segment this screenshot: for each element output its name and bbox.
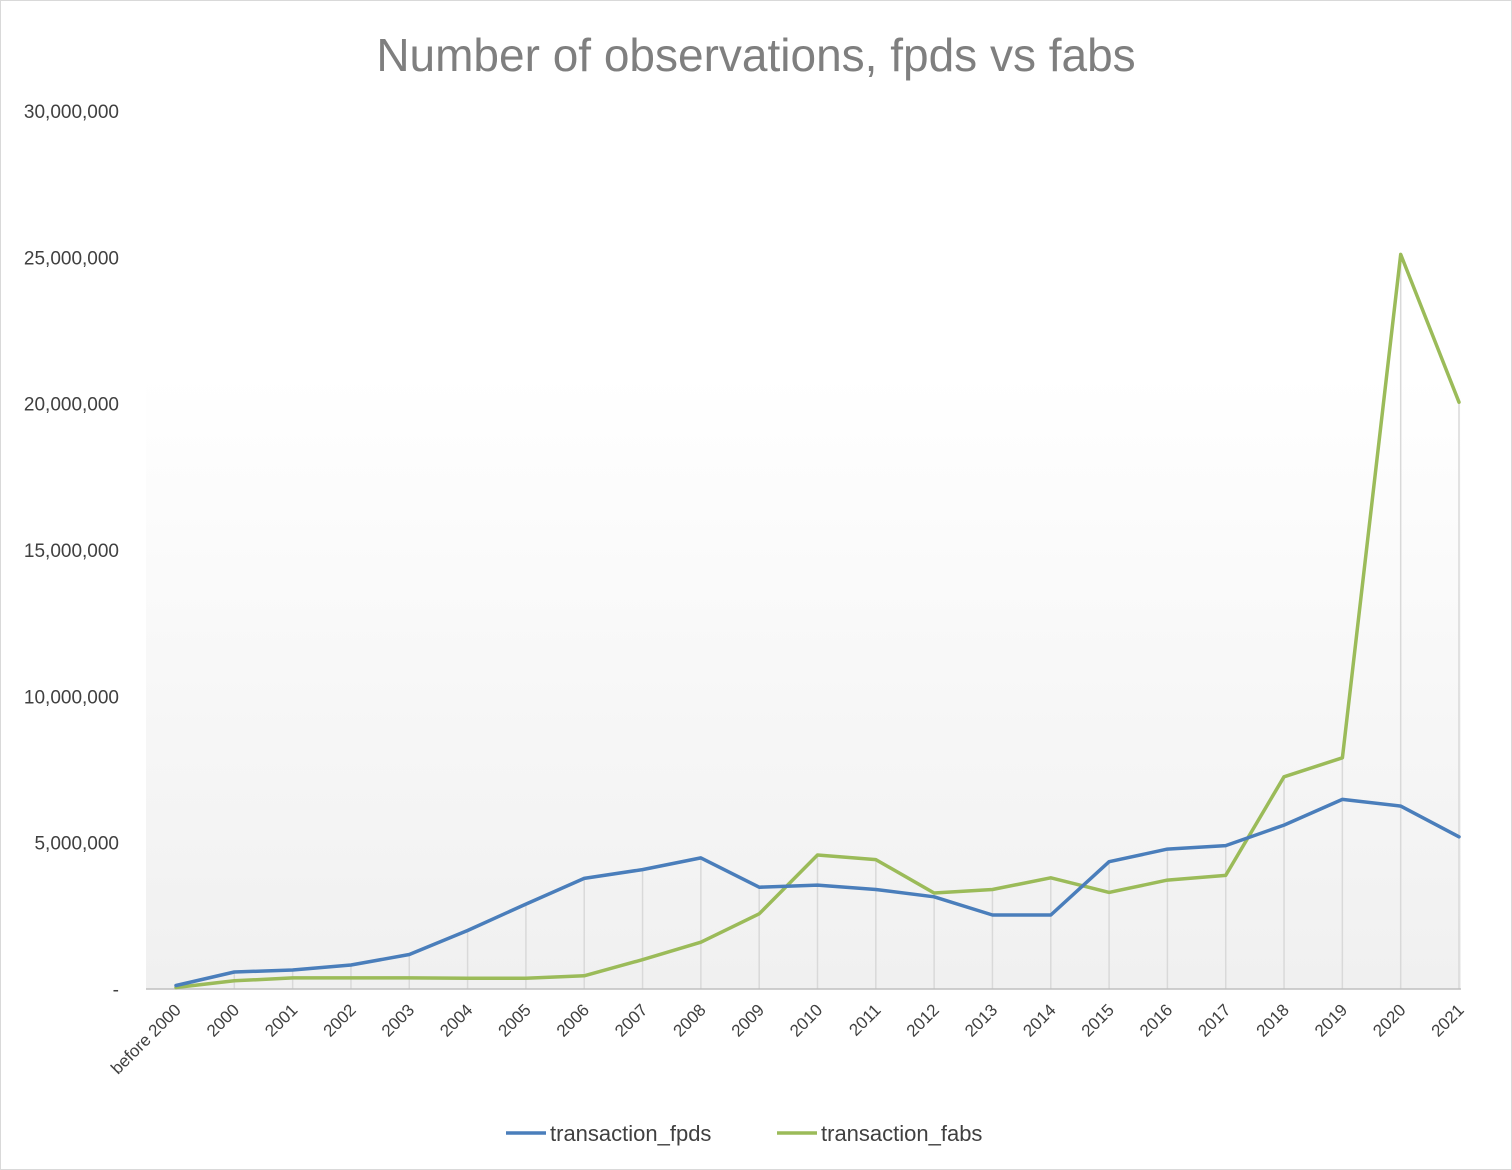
x-tick-label: 2012 (903, 1000, 943, 1040)
y-axis-tick-labels: - 5,000,000 10,000,000 15,000,000 20,000,000… (24, 102, 119, 1001)
x-tick-label: 2002 (320, 1000, 360, 1040)
x-tick-label: 2003 (378, 1000, 418, 1040)
x-tick-label: before 2000 (107, 1000, 185, 1078)
y-tick-label: 25,000,000 (24, 248, 119, 269)
y-tick-label: - (113, 980, 119, 1001)
x-tick-label: 2016 (1136, 1000, 1176, 1040)
y-tick-label: 5,000,000 (34, 834, 119, 855)
x-tick-label: 2019 (1311, 1000, 1351, 1040)
x-tick-label: 2005 (495, 1000, 535, 1040)
chart-title: Number of observations, fpds vs fabs (376, 29, 1135, 81)
x-tick-label: 2008 (670, 1000, 710, 1040)
x-tick-label: 2006 (553, 1000, 593, 1040)
x-tick-label: 2014 (1019, 1000, 1059, 1040)
y-tick-label: 20,000,000 (24, 395, 119, 416)
x-tick-label: 2018 (1253, 1000, 1293, 1040)
x-tick-label: 2004 (436, 1000, 476, 1040)
y-tick-label: 10,000,000 (24, 687, 119, 708)
y-tick-label: 15,000,000 (24, 541, 119, 562)
x-tick-label: 2001 (261, 1000, 301, 1040)
x-tick-label: 2009 (728, 1000, 768, 1040)
x-tick-label: 2020 (1369, 1000, 1409, 1040)
legend: transaction_fpds transaction_fabs (506, 1121, 982, 1146)
x-tick-label: 2000 (203, 1000, 243, 1040)
drop-lines (175, 254, 1460, 989)
x-tick-label: 2007 (611, 1000, 651, 1040)
x-axis-tick-labels: before 2000 2000 2001 2002 2003 2004 2005 2006 2… (107, 1000, 1468, 1078)
series-lines (174, 252, 1461, 990)
y-tick-label: 30,000,000 (24, 102, 119, 123)
x-tick-label: 2015 (1078, 1000, 1118, 1040)
legend-label: transaction_fpds (550, 1121, 711, 1146)
series-line-transaction-fabs (174, 252, 1461, 990)
x-tick-label: 2010 (786, 1000, 826, 1040)
series-line-transaction-fpds (174, 797, 1461, 988)
plot-area (146, 111, 1461, 989)
x-tick-label: 2011 (845, 1000, 884, 1039)
x-tick-label: 2021 (1428, 1000, 1468, 1040)
x-tick-label: 2017 (1194, 1000, 1234, 1040)
legend-label: transaction_fabs (821, 1121, 982, 1146)
x-tick-label: 2013 (961, 1000, 1001, 1040)
